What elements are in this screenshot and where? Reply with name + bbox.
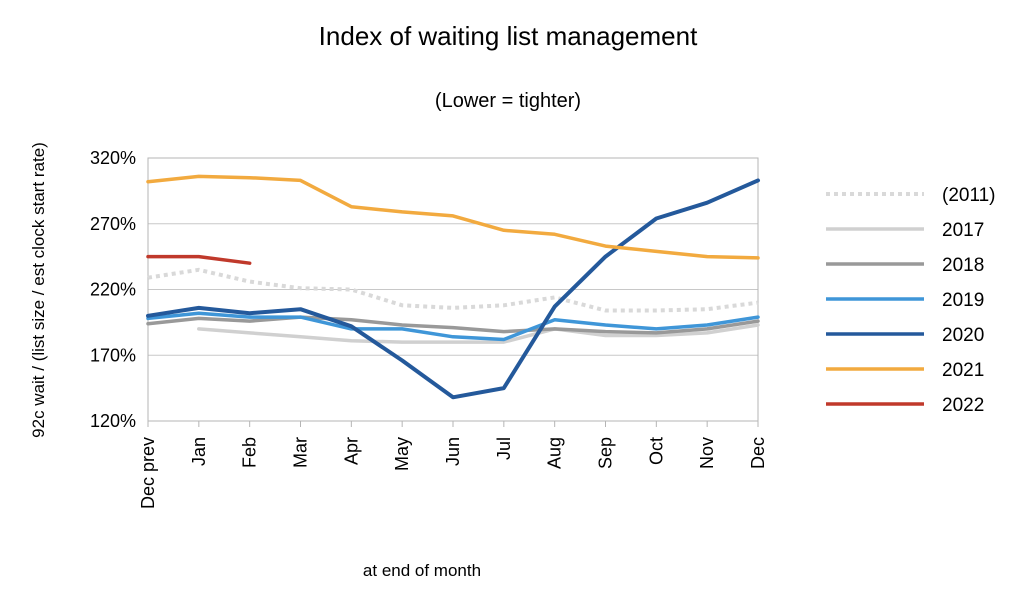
series-line: [146, 311, 760, 342]
y-tick-label: 270%: [90, 214, 136, 234]
legend-label: (2011): [942, 185, 996, 206]
x-tick-label: Sep: [596, 437, 616, 469]
x-tick-label: Oct: [646, 437, 666, 465]
legend-label: 2021: [942, 360, 984, 381]
x-tick-label: Feb: [240, 437, 260, 468]
x-tick-label: Jul: [494, 437, 514, 460]
series-line: [146, 178, 760, 400]
x-tick-label: May: [392, 437, 412, 471]
y-ticks: 120% 170% 220% 270% 320%: [90, 148, 136, 431]
series-line: [146, 254, 252, 265]
x-tick-label: Dec prev: [138, 437, 158, 509]
legend-label: 2019: [942, 290, 984, 311]
legend-label: 2017: [942, 220, 984, 241]
series-lines: [146, 174, 760, 400]
x-axis-label: at end of month: [363, 561, 481, 580]
gridlines: [147, 157, 759, 422]
series-line: [146, 315, 760, 335]
x-tick-label: Jun: [443, 437, 463, 466]
x-tick-label: Dec: [748, 437, 768, 469]
x-tick-label: Apr: [341, 437, 361, 465]
x-tick-label: Mar: [291, 437, 311, 468]
legend-label: 2020: [942, 325, 984, 346]
legend: (2011) 2017 2018 2019 2020 2021 2022: [826, 185, 996, 416]
y-tick-label: 320%: [90, 148, 136, 168]
x-tick-label: Jan: [189, 437, 209, 466]
y-axis-label: 92c wait / (list size / est clock start …: [29, 142, 48, 438]
series-line: [146, 174, 760, 260]
y-tick-label: 170%: [90, 345, 136, 365]
legend-label: 2018: [942, 255, 984, 276]
y-tick-label: 120%: [90, 411, 136, 431]
x-ticks: Dec prev Jan Feb Mar Apr May Jun Jul Aug Sep Oct No…: [138, 421, 768, 509]
y-tick-label: 220%: [90, 280, 136, 300]
x-tick-label: Nov: [697, 437, 717, 469]
chart-subtitle: (Lower = tighter): [435, 90, 581, 112]
series-line: [147, 267, 759, 313]
x-tick-label: Aug: [545, 437, 565, 469]
legend-label: 2022: [942, 395, 984, 416]
series-line: [197, 323, 760, 344]
chart-title: Index of waiting list management: [319, 21, 698, 51]
